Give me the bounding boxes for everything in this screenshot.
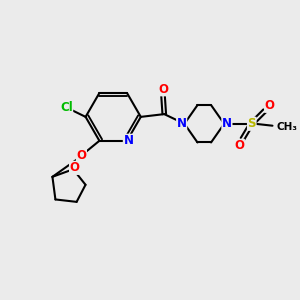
Text: N: N [222, 117, 232, 130]
Text: O: O [70, 161, 80, 174]
Text: CH₃: CH₃ [277, 122, 298, 131]
Text: O: O [234, 140, 244, 152]
Text: N: N [123, 134, 134, 147]
Text: N: N [177, 117, 187, 130]
Text: O: O [265, 99, 275, 112]
Text: Cl: Cl [60, 101, 73, 114]
Text: O: O [76, 149, 86, 163]
Text: O: O [158, 83, 168, 96]
Text: S: S [248, 117, 256, 130]
